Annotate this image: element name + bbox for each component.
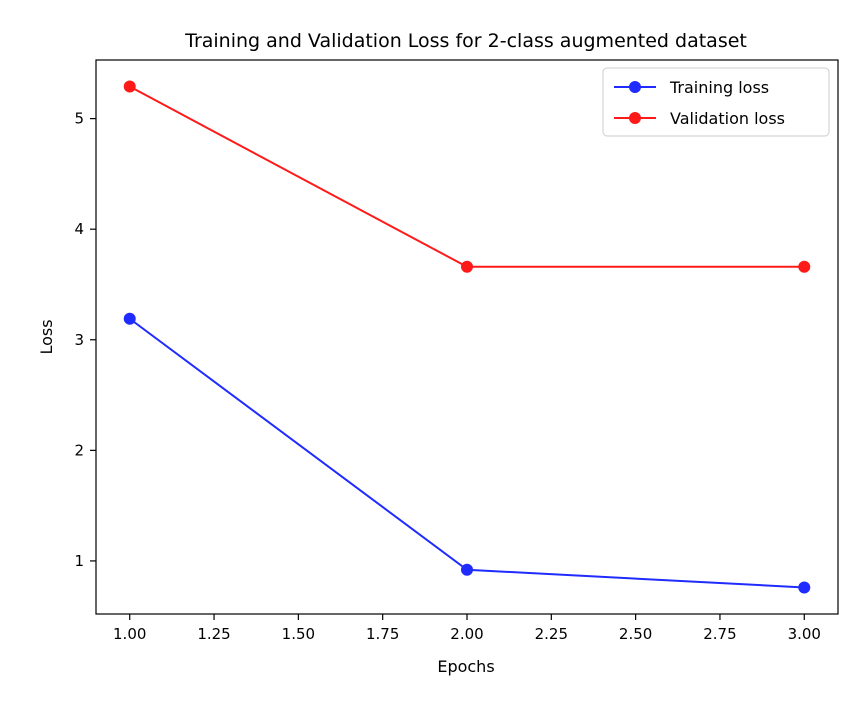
x-tick-label: 1.50 bbox=[282, 625, 315, 643]
x-tick-label: 1.75 bbox=[366, 625, 399, 643]
training-loss-point bbox=[461, 563, 473, 576]
series-layer bbox=[123, 80, 811, 594]
training-loss-legend-label: Training loss bbox=[669, 78, 769, 97]
legend-box bbox=[602, 67, 830, 137]
validation-loss-legend-marker bbox=[629, 112, 641, 124]
x-tick-label: 3.00 bbox=[788, 625, 821, 643]
x-tick-label: 2.00 bbox=[450, 625, 483, 643]
validation-loss-point bbox=[798, 260, 811, 273]
chart-title: Training and Validation Loss for 2-class… bbox=[184, 30, 747, 52]
plot-frame bbox=[95, 59, 839, 615]
x-tick-label: 2.50 bbox=[619, 625, 652, 643]
training-loss-line bbox=[129, 317, 805, 589]
x-axis-label: Epochs bbox=[437, 657, 494, 676]
training-loss-legend-marker bbox=[629, 81, 641, 93]
x-tick-label: 2.75 bbox=[703, 625, 736, 643]
y-tick-label: 5 bbox=[74, 110, 84, 128]
legend: Training loss Validation loss bbox=[602, 67, 830, 137]
y-tick-label: 3 bbox=[74, 331, 84, 349]
y-tick-label: 1 bbox=[74, 552, 84, 570]
x-tick-label: 2.25 bbox=[535, 625, 568, 643]
x-axis-ticks: 1.00 1.25 1.50 1.75 2.00 2.25 2.50 2.75 3.00 bbox=[113, 614, 821, 643]
y-axis-ticks: 1 2 3 4 5 bbox=[74, 110, 96, 570]
y-axis-label: Loss bbox=[37, 319, 56, 354]
validation-loss-legend-label: Validation loss bbox=[670, 109, 785, 128]
x-tick-label: 1.25 bbox=[197, 625, 230, 643]
plot-area bbox=[95, 59, 839, 615]
validation-loss-point bbox=[123, 80, 136, 93]
x-tick-label: 1.00 bbox=[113, 625, 146, 643]
validation-loss-point bbox=[461, 260, 473, 273]
y-tick-label: 4 bbox=[74, 220, 84, 238]
training-loss-point bbox=[123, 312, 136, 325]
training-loss-point bbox=[798, 581, 811, 594]
y-tick-label: 2 bbox=[74, 441, 84, 459]
